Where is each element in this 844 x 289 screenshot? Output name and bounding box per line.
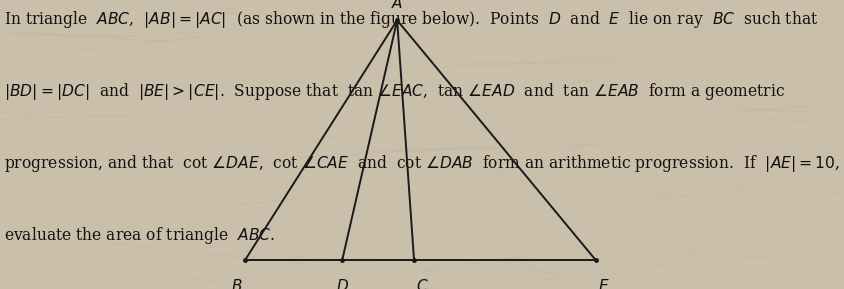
Text: $\mathit{A}$: $\mathit{A}$	[391, 0, 403, 11]
Text: $\mathit{C}$: $\mathit{C}$	[416, 278, 428, 289]
Text: $\mathit{D}$: $\mathit{D}$	[335, 278, 349, 289]
Text: $|BD| = |DC|$  and  $|BE| > |CE|$.  Suppose that  tan $\angle EAC$,  tan $\angle: $|BD| = |DC|$ and $|BE| > |CE|$. Suppose…	[4, 81, 785, 102]
Text: $\mathit{B}$: $\mathit{B}$	[230, 278, 242, 289]
Text: In triangle  $ABC$,  $|AB| = |AC|$  (as shown in the figure below).  Points  $D$: In triangle $ABC$, $|AB| = |AC|$ (as sho…	[4, 9, 818, 30]
Text: progression, and that  cot $\angle DAE$,  cot $\angle CAE$  and  cot $\angle DAB: progression, and that cot $\angle DAE$, …	[4, 153, 839, 174]
Text: $\mathit{E}$: $\mathit{E}$	[598, 278, 609, 289]
Text: evaluate the area of triangle  $ABC$.: evaluate the area of triangle $ABC$.	[4, 225, 275, 247]
